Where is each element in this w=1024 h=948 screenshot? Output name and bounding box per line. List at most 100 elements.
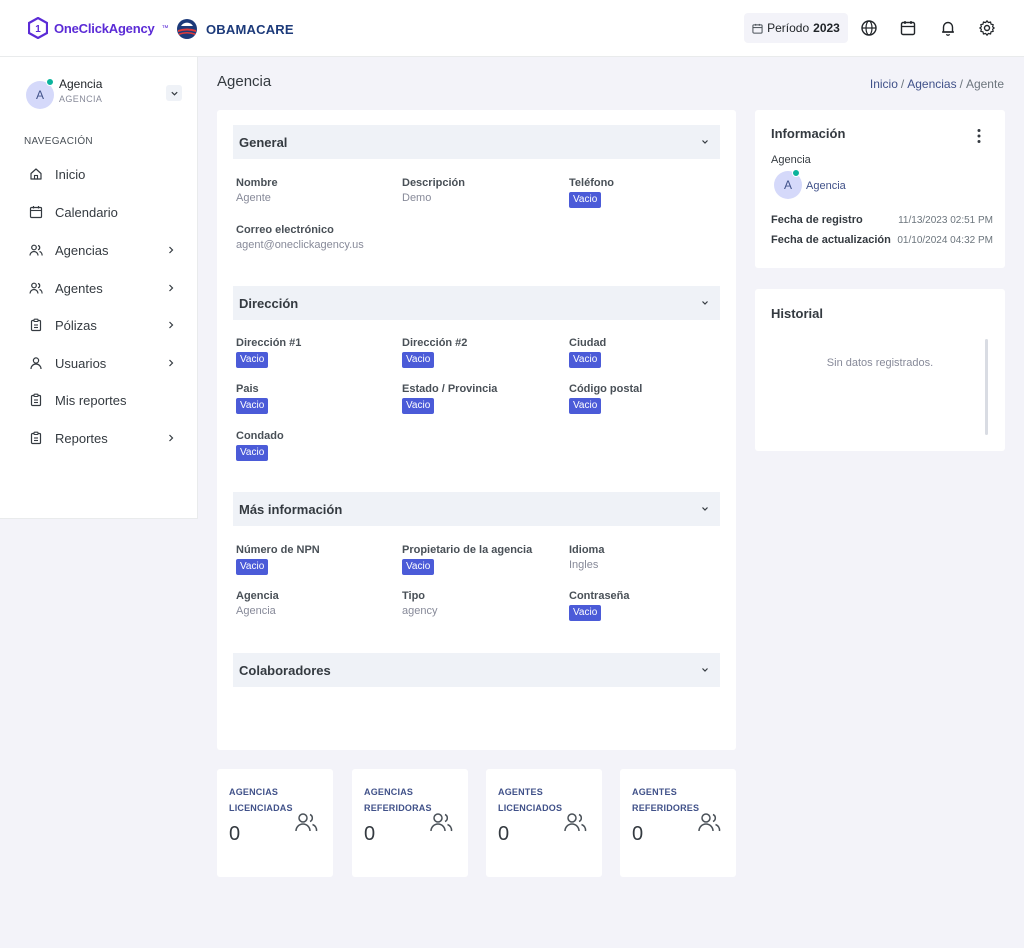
- obamacare-name: OBAMACARE: [206, 21, 294, 37]
- field-label: Código postal: [569, 383, 643, 395]
- sidebar-item-agentes[interactable]: Agentes: [24, 276, 176, 300]
- empty-badge: Vacio: [236, 398, 269, 414]
- stat-label: AGENTES LICENCIADOS: [498, 787, 563, 813]
- sidebar-item-label: Calendario: [55, 204, 118, 220]
- period-selector[interactable]: Período 2023: [744, 13, 848, 43]
- historial-empty-message: Sin datos registrados.: [826, 357, 934, 369]
- info-fecha-registro: Fecha de registro 11/13/2023 02:51 PM: [771, 214, 993, 226]
- chevron-right-icon: [169, 321, 174, 329]
- sidebar-user[interactable]: A Agencia AGENCIA: [26, 77, 186, 113]
- historial-title: Historial: [771, 306, 824, 321]
- stat-label: AGENTES REFERIDORES: [632, 787, 700, 813]
- sidebar-item-label: Agentes: [55, 280, 103, 296]
- chevron-right-icon: [169, 284, 174, 292]
- svg-text:1: 1: [35, 24, 41, 35]
- brand-name: OneClickAgency: [54, 20, 155, 36]
- field-label: Pais: [236, 383, 259, 395]
- globe-icon[interactable]: [860, 19, 878, 37]
- info-row-label: Fecha de registro: [771, 214, 863, 226]
- users-icon: [295, 813, 318, 832]
- historial-card: Historial Sin datos registrados.: [755, 289, 1005, 451]
- page-title: Agencia: [217, 73, 272, 90]
- field-direccion-2: Dirección #2 Vacio: [402, 337, 562, 368]
- nav-heading: NAVEGACIÓN: [24, 136, 93, 147]
- section-direccion-header[interactable]: Dirección: [233, 286, 720, 320]
- chevron-right-icon: [169, 434, 174, 442]
- field-label: Contraseña: [569, 590, 630, 602]
- section-colaboradores-header[interactable]: Colaboradores: [233, 653, 720, 687]
- stat-card-agentes-licenciados: AGENTES LICENCIADOS 0: [486, 769, 602, 877]
- stat-label: AGENCIAS LICENCIADAS: [229, 787, 293, 813]
- online-status-dot: [46, 78, 54, 86]
- stat-value: 0: [364, 823, 376, 845]
- field-label: Estado / Provincia: [402, 383, 498, 395]
- field-condado: Condado Vacio: [236, 430, 396, 461]
- brand-logo-link[interactable]: 1 OneClickAgency ™: [28, 17, 169, 39]
- empty-badge: Vacio: [236, 559, 269, 575]
- field-pais: Pais Vacio: [236, 383, 396, 414]
- sidebar-user-role: AGENCIA: [59, 94, 103, 104]
- sidebar-item-label: Reportes: [55, 430, 108, 446]
- field-label: Descripción: [402, 177, 465, 189]
- historial-scrollbar[interactable]: [985, 339, 988, 435]
- gear-icon[interactable]: [978, 19, 996, 37]
- stat-value: 0: [632, 823, 644, 845]
- breadcrumb-agencias-link[interactable]: Agencias: [907, 77, 957, 91]
- sidebar-item-mis-reportes[interactable]: Mis reportes: [24, 388, 176, 412]
- section-title: General: [239, 134, 288, 150]
- field-propietario: Propietario de la agencia Vacio: [402, 544, 562, 575]
- breadcrumb: Inicio / Agencias / Agente: [870, 77, 1004, 91]
- top-bar: 1 OneClickAgency ™ OBAMACARE Período 2023: [0, 0, 1024, 57]
- agent-details-card: General Nombre Agente Descripción Demo T…: [217, 110, 736, 750]
- empty-badge: Vacio: [402, 352, 435, 368]
- field-label: Nombre: [236, 177, 278, 189]
- bell-icon[interactable]: [939, 19, 957, 37]
- section-mas-informacion-header[interactable]: Más información: [233, 492, 720, 526]
- avatar-initial: A: [783, 178, 792, 192]
- sidebar-user-name: Agencia: [59, 77, 103, 91]
- chevron-down-icon: [702, 301, 708, 305]
- sidebar-item-inicio[interactable]: Inicio: [24, 162, 176, 186]
- period-year: 2023: [813, 21, 840, 35]
- section-general-header[interactable]: General: [233, 125, 720, 159]
- sidebar-item-label: Pólizas: [55, 317, 97, 333]
- field-value: Ingles: [569, 559, 599, 571]
- obamacare-logo: OBAMACARE: [176, 18, 294, 40]
- field-label: Número de NPN: [236, 544, 320, 556]
- breadcrumb-separator: /: [959, 77, 963, 91]
- info-agencia-link[interactable]: Agencia: [806, 180, 846, 192]
- sidebar-item-usuarios[interactable]: Usuarios: [24, 351, 176, 375]
- obamacare-logo-icon: [177, 19, 197, 39]
- breadcrumb-separator: /: [900, 77, 905, 91]
- field-value: Agente: [236, 192, 271, 204]
- section-title: Dirección: [239, 295, 299, 311]
- field-value: agency: [402, 605, 438, 617]
- empty-badge: Vacio: [402, 559, 435, 575]
- more-vertical-icon[interactable]: [971, 127, 987, 145]
- field-estado-provincia: Estado / Provincia Vacio: [402, 383, 562, 414]
- sidebar-item-agencias[interactable]: Agencias: [24, 238, 176, 262]
- breadcrumb-inicio-link[interactable]: Inicio: [869, 77, 898, 91]
- sidebar-item-label: Inicio: [55, 166, 86, 182]
- empty-badge: Vacio: [236, 352, 269, 368]
- online-status-dot: [792, 169, 800, 177]
- sidebar-item-label: Usuarios: [55, 355, 107, 371]
- calendar-icon[interactable]: [899, 19, 917, 37]
- sidebar-item-polizas[interactable]: Pólizas: [24, 313, 176, 337]
- users-icon: [29, 282, 43, 294]
- breadcrumb-current: Agente: [965, 77, 1004, 91]
- chevron-down-icon: [702, 507, 708, 511]
- field-ciudad: Ciudad Vacio: [569, 337, 729, 368]
- field-npn: Número de NPN Vacio: [236, 544, 396, 575]
- field-direccion-1: Dirección #1 Vacio: [236, 337, 396, 368]
- info-row-value: 11/13/2023 02:51 PM: [898, 215, 993, 226]
- sidebar-item-reportes[interactable]: Reportes: [24, 426, 176, 450]
- sidebar-item-calendario[interactable]: Calendario: [24, 200, 176, 224]
- field-label: Tipo: [402, 590, 426, 602]
- clipboard-icon: [30, 318, 42, 332]
- users-icon: [29, 244, 43, 256]
- chevron-down-icon: [170, 91, 178, 96]
- section-title: Más información: [239, 501, 343, 517]
- user-menu-toggle[interactable]: [166, 85, 182, 101]
- section-title: Colaboradores: [239, 662, 331, 678]
